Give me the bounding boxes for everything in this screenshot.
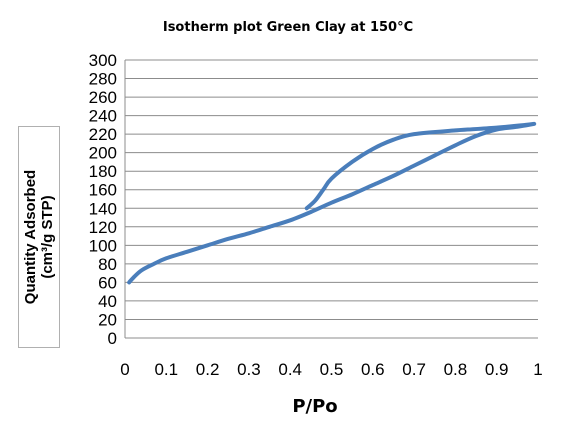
x-tick-label: 0.1	[154, 360, 178, 379]
x-tick-label: 0.6	[361, 360, 385, 379]
y-tick-label: 120	[89, 218, 117, 237]
y-axis-label-line-2: (cm³/g STP)	[39, 195, 56, 279]
y-axis-label-line-1: Quantity Adsorbed	[22, 169, 39, 305]
y-tick-label: 20	[98, 310, 117, 329]
x-tick-label: 1	[533, 360, 542, 379]
y-tick-label: 280	[89, 70, 117, 89]
y-tick-label: 40	[98, 292, 117, 311]
x-tick-label: 0	[120, 360, 129, 379]
y-axis-label-box: Quantity Adsorbed (cm³/g STP)	[18, 126, 60, 348]
y-tick-label: 160	[89, 181, 117, 200]
y-tick-label: 100	[89, 236, 117, 255]
y-tick-label: 0	[108, 329, 117, 348]
x-tick-label: 0.3	[237, 360, 261, 379]
y-tick-label: 180	[89, 162, 117, 181]
y-tick-label: 140	[89, 199, 117, 218]
y-tick-label: 260	[89, 88, 117, 107]
y-tick-label: 220	[89, 125, 117, 144]
y-tick-label: 300	[89, 51, 117, 70]
x-axis-label: P/Po	[292, 396, 338, 417]
y-tick-label: 240	[89, 107, 117, 126]
x-tick-label: 0.4	[278, 360, 302, 379]
x-tick-label: 0.7	[402, 360, 426, 379]
x-tick-label: 0.9	[485, 360, 509, 379]
y-axis-label: Quantity Adsorbed (cm³/g STP)	[22, 170, 56, 304]
chart-title: Isotherm plot Green Clay at 150°C	[162, 20, 414, 35]
x-tick-label: 0.8	[444, 360, 468, 379]
y-tick-label: 60	[98, 273, 117, 292]
x-tick-label: 0.5	[320, 360, 344, 379]
series-line	[127, 121, 537, 285]
y-tick-label: 80	[98, 255, 117, 274]
x-tick-label: 0.2	[196, 360, 220, 379]
y-tick-label: 200	[89, 144, 117, 163]
